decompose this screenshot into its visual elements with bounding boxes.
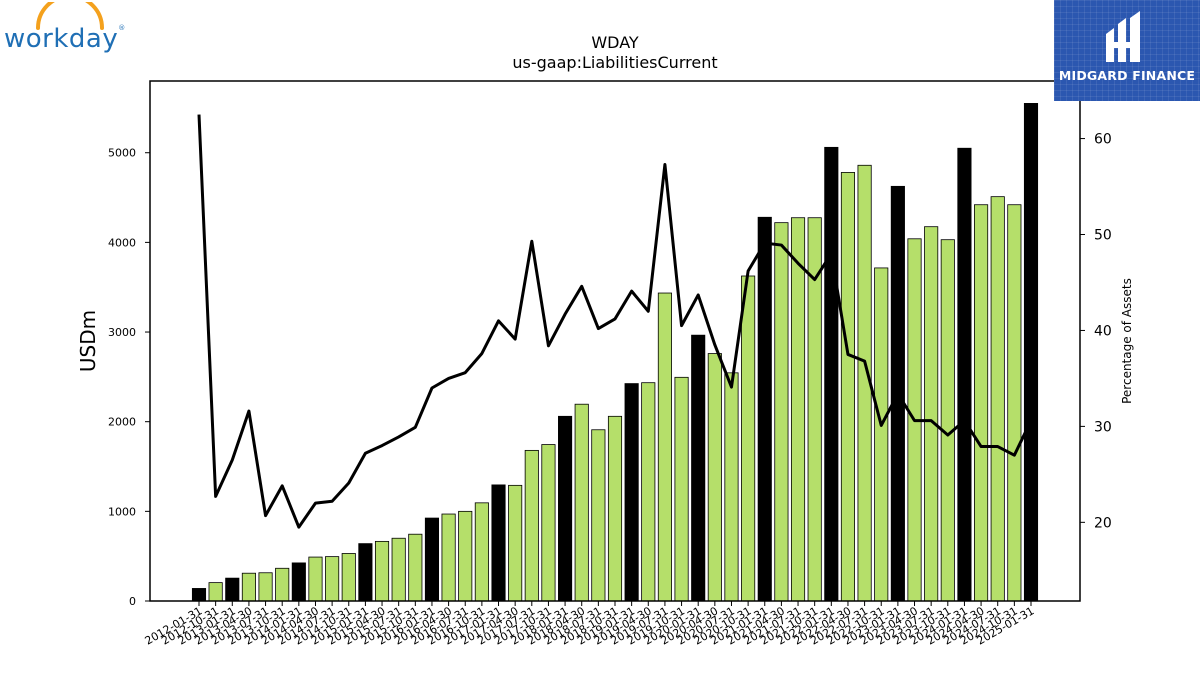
bar: [874, 267, 889, 602]
bar: [957, 147, 972, 602]
bar: [824, 146, 839, 602]
logo-arc-icon: [36, 2, 104, 30]
bar: [508, 484, 523, 602]
bar: [358, 543, 373, 602]
bar: [940, 239, 955, 602]
bar: [225, 577, 240, 602]
pct-of-assets-line: [197, 114, 1033, 529]
bar: [790, 217, 806, 602]
y-axis-label: USDm: [76, 310, 100, 372]
brand-name: MIDGARD FINANCE: [1058, 68, 1196, 83]
bar: [474, 502, 489, 602]
y-tick-label: 2000: [108, 416, 136, 429]
logo-reg-mark: ®: [118, 24, 126, 32]
bar: [191, 588, 207, 602]
bar: [924, 226, 939, 602]
y2-tick-label: 60: [1094, 132, 1112, 148]
y2-axis-label: Percentage of Assets: [1120, 278, 1134, 404]
bar: [374, 540, 390, 602]
midgard-logo-icon: [1106, 11, 1140, 62]
bar: [774, 222, 789, 602]
bar: [241, 572, 256, 602]
bar: [291, 562, 306, 602]
y-tick-label: 5000: [108, 147, 136, 160]
logo-text: workday: [4, 24, 119, 54]
bar: [624, 383, 639, 602]
bar: [308, 556, 323, 602]
bar: [724, 372, 739, 602]
bar: [558, 415, 573, 602]
bar: [541, 444, 556, 602]
bar: [641, 382, 656, 602]
bar: [607, 415, 623, 602]
y-tick-label: 0: [129, 595, 136, 608]
bar: [707, 353, 722, 602]
y2-tick-label: 40: [1094, 323, 1112, 339]
bar: [275, 567, 290, 602]
bar: [840, 172, 856, 602]
logo-wordmark: workday®: [4, 24, 126, 54]
y2-tick-label: 50: [1094, 228, 1112, 244]
y-tick-label: 1000: [108, 505, 136, 518]
y2-tick-label: 30: [1094, 419, 1112, 435]
bar: [591, 429, 606, 602]
chart-title: WDAY: [591, 33, 639, 52]
y-tick-label: 4000: [108, 236, 136, 249]
bar: [341, 553, 356, 602]
bar: [408, 533, 423, 602]
bar: [491, 484, 506, 602]
bar: [574, 403, 589, 602]
bar: [691, 334, 706, 602]
bar: [741, 275, 756, 602]
bar: [208, 582, 223, 602]
chart-subtitle: us-gaap:LiabilitiesCurrent: [512, 53, 718, 72]
bar: [974, 204, 989, 602]
midgard-brand-box: MIDGARD FINANCE: [1054, 0, 1200, 101]
workday-logo: workday®: [0, 0, 140, 60]
bar: [657, 292, 672, 602]
bar: [391, 537, 406, 602]
bar: [674, 376, 689, 602]
bar: [325, 556, 340, 602]
bar: [757, 216, 772, 602]
bar: [524, 449, 539, 602]
bar: [441, 513, 456, 602]
y-tick-label: 3000: [108, 326, 136, 339]
bar: [1023, 103, 1039, 602]
bar: [458, 510, 473, 602]
bar: [258, 572, 273, 602]
bar: [424, 517, 440, 602]
line-layer: [197, 114, 1033, 529]
bar: [990, 196, 1005, 602]
bar: [1007, 204, 1022, 602]
y2-tick-label: 20: [1094, 515, 1112, 531]
bars-layer: [191, 103, 1039, 602]
